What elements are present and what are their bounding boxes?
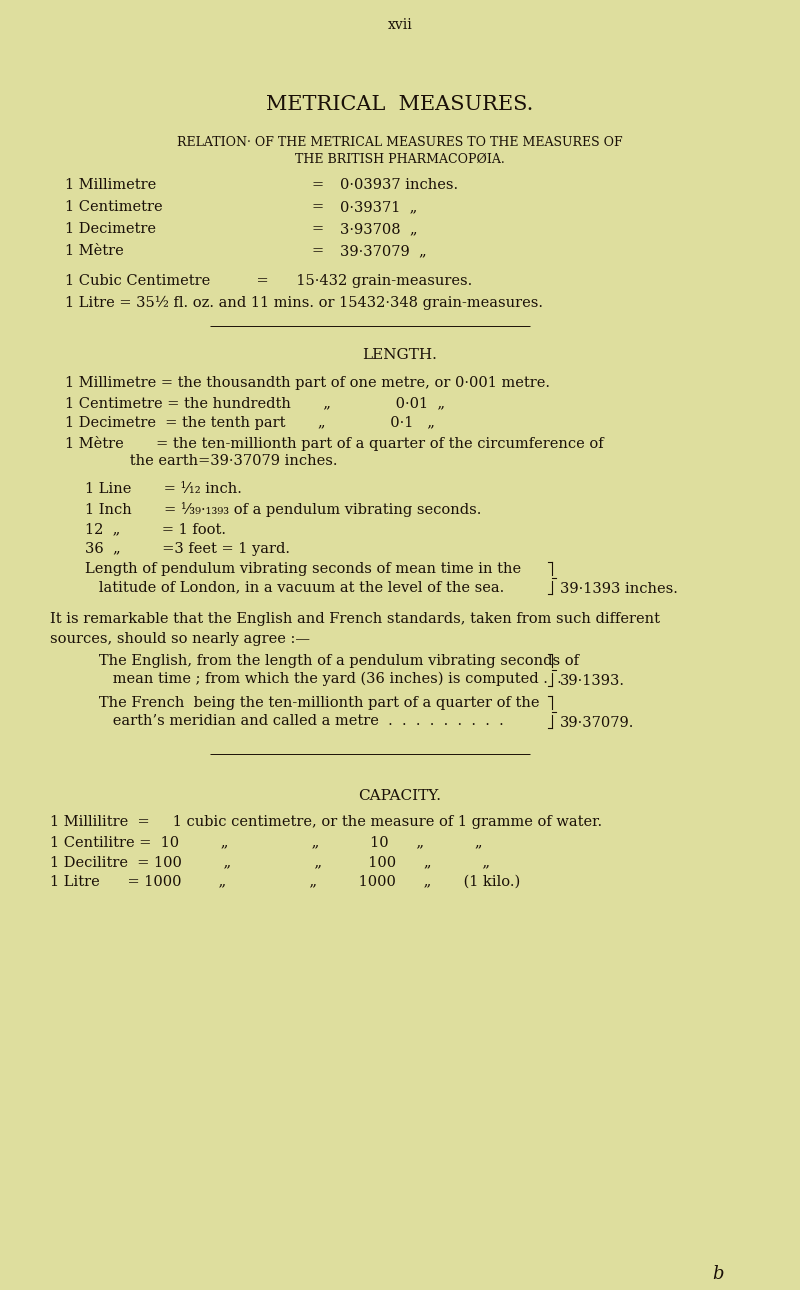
Text: =: = [312,200,324,214]
Text: 1 Decilitre  = 100         „                  „          100      „           „: 1 Decilitre = 100 „ „ 100 „ „ [50,855,490,869]
Text: 1 Millilitre  =     1 cubic centimetre, or the measure of 1 gramme of water.: 1 Millilitre = 1 cubic centimetre, or th… [50,815,602,829]
Text: LENGTH.: LENGTH. [362,348,438,362]
Text: 36  „         =3 feet = 1 yard.: 36 „ =3 feet = 1 yard. [85,542,290,556]
Text: 1 Litre = 35½ fl. oz. and 11 mins. or 15432·348 grain-measures.: 1 Litre = 35½ fl. oz. and 11 mins. or 15… [65,295,543,310]
Text: latitude of London, in a vacuum at the level of the sea.: latitude of London, in a vacuum at the l… [85,580,504,593]
Text: 1 Millimetre = the thousandth part of one metre, or 0·001 metre.: 1 Millimetre = the thousandth part of on… [65,375,550,390]
Text: 39·37079.: 39·37079. [560,716,634,730]
Text: The English, from the length of a pendulum vibrating seconds of: The English, from the length of a pendul… [85,654,579,668]
Text: 1 Inch       = ¹⁄₃₉·₁₃₉₃ of a pendulum vibrating seconds.: 1 Inch = ¹⁄₃₉·₁₃₉₃ of a pendulum vibrati… [85,502,482,517]
Text: =: = [312,244,324,258]
Text: sources, should so nearly agree :—: sources, should so nearly agree :— [50,632,310,646]
Text: 12  „         = 1 foot.: 12 „ = 1 foot. [85,522,226,537]
Text: mean time ; from which the yard (36 inches) is computed .  .: mean time ; from which the yard (36 inch… [85,672,562,686]
Text: 3·93708  „: 3·93708 „ [340,222,418,236]
Text: 1 Millimetre: 1 Millimetre [65,178,156,192]
Text: RELATION· OF THE METRICAL MEASURES TO THE MEASURES OF: RELATION· OF THE METRICAL MEASURES TO TH… [177,135,623,150]
Text: METRICAL  MEASURES.: METRICAL MEASURES. [266,95,534,114]
Text: the earth=39·37079 inches.: the earth=39·37079 inches. [65,454,338,468]
Text: Length of pendulum vibrating seconds of mean time in the: Length of pendulum vibrating seconds of … [85,562,521,577]
Text: 39·37079  „: 39·37079 „ [340,244,426,258]
Text: THE BRITISH PHARMACOPØIA.: THE BRITISH PHARMACOPØIA. [295,154,505,166]
Text: The French  being the ten-millionth part of a quarter of the: The French being the ten-millionth part … [85,697,539,710]
Text: xvii: xvii [388,18,412,32]
Text: 1 Line       = ¹⁄₁₂ inch.: 1 Line = ¹⁄₁₂ inch. [85,482,242,495]
Text: 1 Decimetre  = the tenth part       „              0·1   „: 1 Decimetre = the tenth part „ 0·1 „ [65,415,435,430]
Text: 1 Decimetre: 1 Decimetre [65,222,156,236]
Text: 1 Mètre: 1 Mètre [65,244,124,258]
Text: 1 Centilitre =  10         „                  „           10      „           „: 1 Centilitre = 10 „ „ 10 „ „ [50,835,482,849]
Text: It is remarkable that the English and French standards, taken from such differen: It is remarkable that the English and Fr… [50,611,660,626]
Text: 39·1393.: 39·1393. [560,673,625,688]
Text: 1 Mètre       = the ten-millionth part of a quarter of the circumference of: 1 Mètre = the ten-millionth part of a qu… [65,436,604,452]
Text: 1 Centimetre: 1 Centimetre [65,200,162,214]
Text: =: = [312,178,324,192]
Text: 39·1393 inches.: 39·1393 inches. [560,582,678,596]
Text: 1 Centimetre = the hundredth       „              0·01  „: 1 Centimetre = the hundredth „ 0·01 „ [65,396,445,410]
Text: 0·03937 inches.: 0·03937 inches. [340,178,458,192]
Text: earth’s meridian and called a metre  .  .  .  .  .  .  .  .  .: earth’s meridian and called a metre . . … [85,713,504,728]
Text: b: b [712,1265,724,1284]
Text: 0·39371  „: 0·39371 „ [340,200,418,214]
Text: 1 Cubic Centimetre          =      15·432 grain-measures.: 1 Cubic Centimetre = 15·432 grain-measur… [65,273,472,288]
Text: =: = [312,222,324,236]
Text: 1 Litre      = 1000        „                  „         1000      „       (1 kil: 1 Litre = 1000 „ „ 1000 „ (1 kil [50,875,520,889]
Text: CAPACITY.: CAPACITY. [358,789,442,802]
